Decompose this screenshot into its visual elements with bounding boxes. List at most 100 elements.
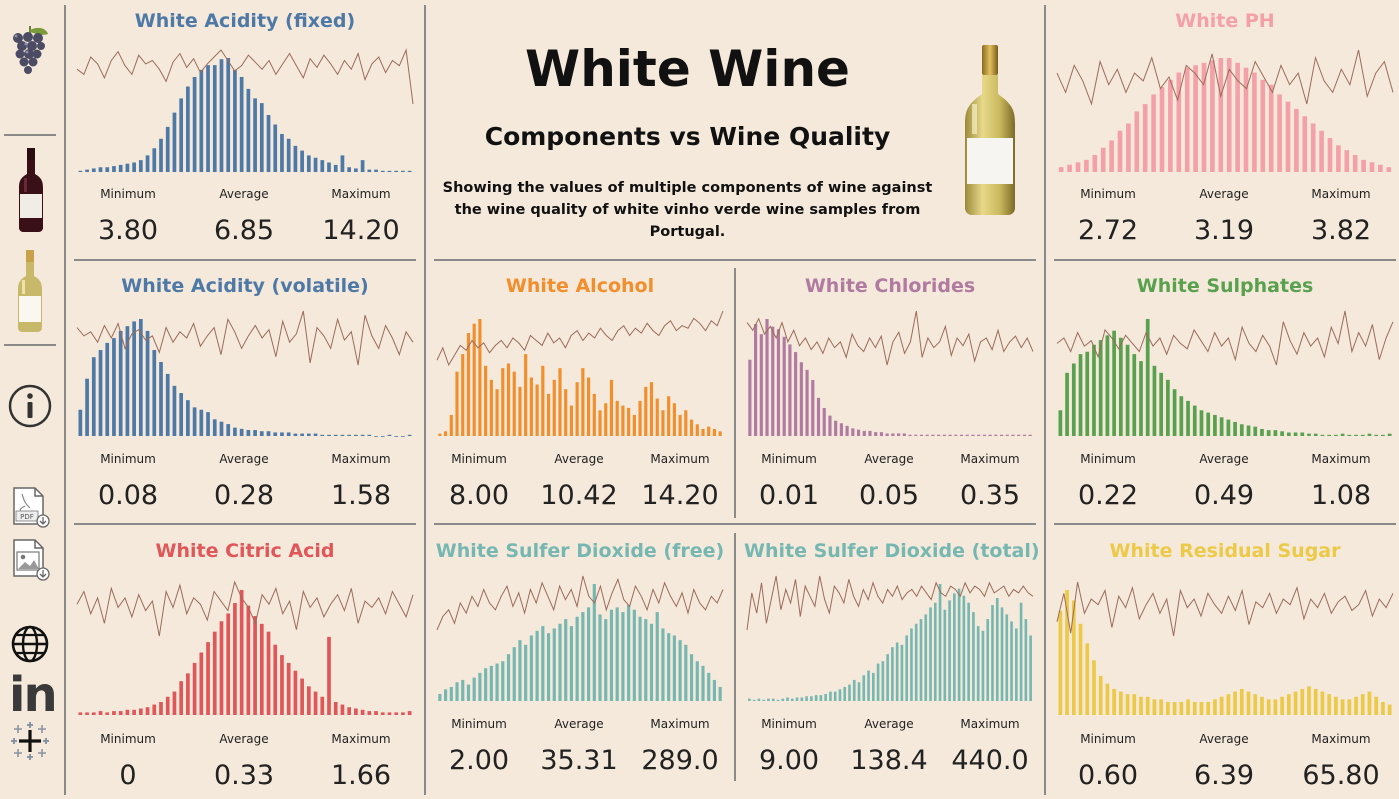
- stat-label-min: Minimum: [761, 452, 817, 466]
- histogram-bar: [558, 368, 562, 436]
- histogram-bar: [85, 712, 89, 715]
- histogram-bar: [632, 414, 636, 436]
- histogram-bar: [280, 134, 284, 172]
- histogram-bar: [833, 691, 837, 701]
- histogram-bar: [771, 326, 775, 436]
- info-icon[interactable]: [8, 384, 52, 432]
- red-wine-bottle-icon[interactable]: [18, 148, 44, 236]
- histogram-bar: [401, 436, 405, 437]
- histogram-bar: [1300, 432, 1305, 436]
- panel-title: White Sulfer Dioxide (free): [435, 540, 725, 562]
- histogram-bar: [85, 378, 89, 436]
- histogram-bar: [1334, 696, 1338, 715]
- histogram-bar: [1201, 62, 1207, 172]
- histogram-bar: [239, 428, 244, 436]
- histogram-bar: [834, 420, 838, 436]
- image-download-icon[interactable]: [11, 538, 53, 586]
- histogram-bar: [438, 433, 442, 436]
- stat-value-min: 2.72: [1077, 215, 1139, 246]
- histogram-bar: [138, 319, 143, 436]
- tableau-icon[interactable]: [10, 721, 50, 765]
- stat-label-max: Maximum: [331, 187, 391, 201]
- histogram-bar: [1186, 699, 1190, 716]
- histogram-bar: [535, 384, 539, 436]
- histogram-bar: [1024, 619, 1028, 701]
- histogram-bar: [1280, 696, 1284, 715]
- histogram-bar: [1266, 430, 1271, 436]
- histogram-bar: [1260, 696, 1264, 715]
- histogram-bar: [782, 336, 786, 436]
- histogram-bar: [380, 712, 385, 715]
- stat-value-max: 289.0: [641, 745, 719, 776]
- histogram-bar: [938, 584, 942, 701]
- stat-value-max: 65.80: [1302, 760, 1380, 791]
- histogram-bar: [1243, 67, 1249, 172]
- histogram-bar: [852, 679, 856, 701]
- histogram-bar: [407, 434, 412, 436]
- linkedin-icon[interactable]: in: [9, 667, 58, 723]
- stat-label-min: Minimum: [451, 452, 507, 466]
- stat-label-min: Minimum: [1080, 732, 1136, 746]
- histogram-bar: [300, 678, 304, 715]
- histogram-bar: [609, 379, 614, 436]
- histogram-bar: [848, 684, 851, 701]
- panel-title: White Chlorides: [804, 275, 976, 297]
- histogram-bar: [881, 661, 885, 701]
- histogram-bar: [908, 434, 912, 436]
- histogram-bar: [165, 126, 170, 173]
- histogram-bar: [1172, 701, 1177, 715]
- histogram-bar: [695, 424, 699, 436]
- histogram-bar: [246, 430, 251, 436]
- histogram-bar: [794, 352, 798, 436]
- white-wine-bottle-illustration: [962, 44, 1018, 220]
- histogram-bar: [159, 701, 163, 715]
- histogram-bar: [489, 665, 493, 701]
- histogram-bar: [212, 65, 217, 173]
- histogram-bar: [512, 647, 516, 701]
- histogram-bar: [1193, 65, 1198, 172]
- quality-line: [1056, 49, 1394, 106]
- histogram-bar: [380, 436, 385, 437]
- panel-fixed-acidity: White Acidity (fixed) Minimum Average Ma…: [74, 10, 416, 255]
- histogram-bar: [333, 701, 338, 715]
- histogram-bar: [1065, 590, 1069, 715]
- histogram-bar: [564, 389, 568, 436]
- histogram-bar: [1139, 361, 1143, 436]
- histogram-bar: [638, 400, 642, 436]
- page-subtitle: Components vs Wine Quality: [484, 122, 891, 151]
- histogram-bar: [1354, 696, 1358, 715]
- histogram-bar: [886, 654, 889, 701]
- histogram-bar: [192, 407, 197, 436]
- pdf-download-icon[interactable]: PDF: [11, 486, 51, 532]
- histogram-bar: [592, 584, 596, 701]
- stat-label-avg: Average: [219, 452, 269, 466]
- stat-label-min: Minimum: [761, 717, 817, 731]
- histogram-bar: [621, 405, 625, 436]
- histogram-bar: [995, 598, 999, 701]
- histogram-bar: [701, 428, 705, 436]
- histogram-bar: [1126, 123, 1131, 172]
- histogram-bar: [1206, 701, 1211, 715]
- histogram-bar: [340, 704, 345, 715]
- residual-sugar-chart: [1056, 581, 1394, 716]
- divider-mid-2: [734, 533, 736, 781]
- histogram-bar: [1015, 628, 1018, 701]
- histogram-bar: [649, 382, 654, 436]
- histogram-bar: [145, 707, 150, 715]
- histogram-bar: [1078, 354, 1083, 436]
- histogram-bar: [977, 434, 981, 436]
- histogram-bar: [748, 698, 751, 701]
- histogram-bar: [1360, 694, 1365, 715]
- panel-so2-free: White Sulfer Dioxide (free) Minimum Aver…: [434, 540, 726, 785]
- histogram-bar: [320, 696, 325, 715]
- stat-label-max: Maximum: [331, 732, 391, 746]
- histogram-bar: [1235, 62, 1240, 172]
- histogram-bar: [529, 377, 533, 436]
- histogram-bar: [239, 590, 244, 715]
- white-wine-bottle-icon[interactable]: [17, 250, 43, 336]
- histogram-bar: [1085, 351, 1090, 436]
- histogram-bar: [455, 371, 459, 436]
- histogram-bar: [684, 410, 688, 436]
- globe-icon[interactable]: [10, 624, 50, 668]
- grapes-icon[interactable]: [8, 24, 52, 80]
